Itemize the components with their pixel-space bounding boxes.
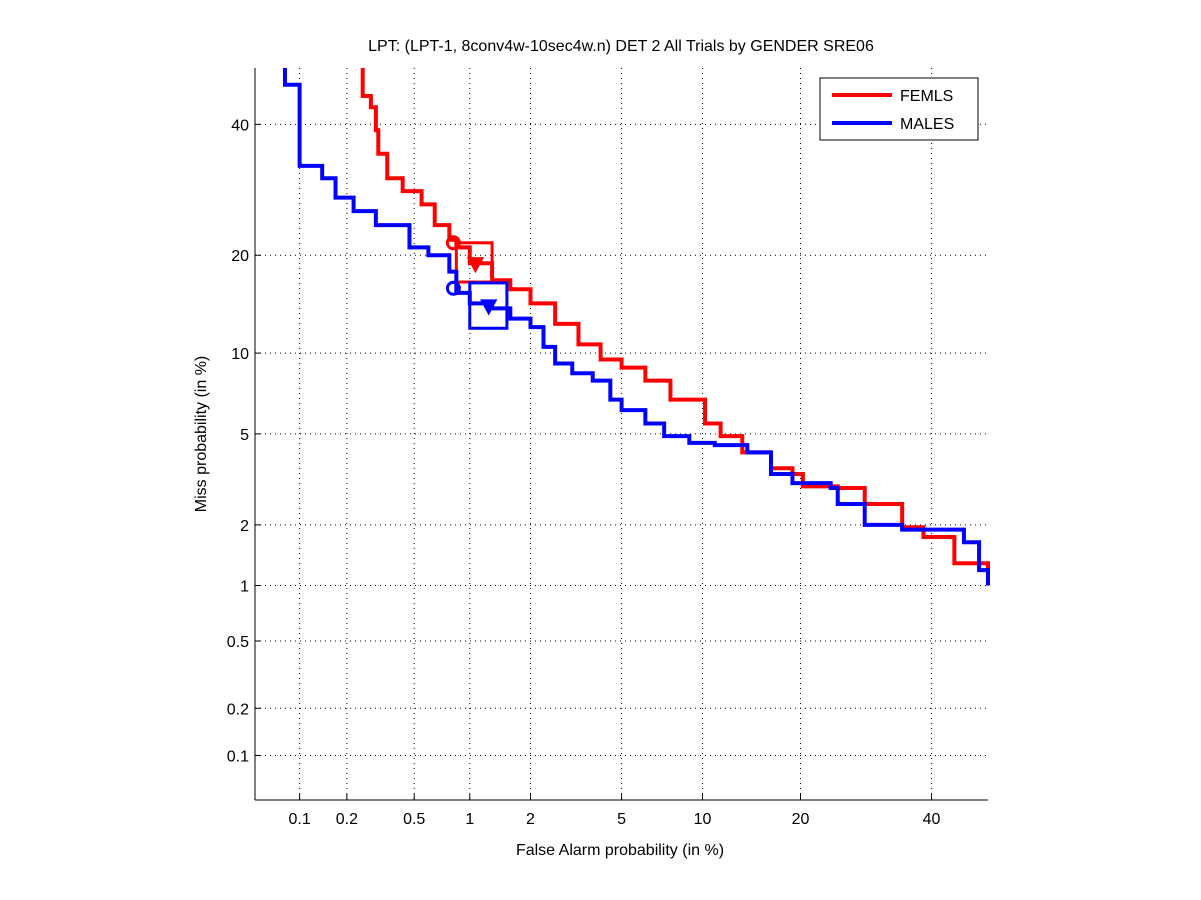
series-line-femls [360, 68, 990, 571]
plot-area [282, 68, 990, 586]
chart-title: LPT: (LPT-1, 8conv4w-10sec4w.n) DET 2 Al… [368, 38, 874, 55]
x-tick-label: 10 [694, 811, 712, 828]
y-tick-label: 0.5 [227, 634, 249, 651]
x-tick-label: 40 [923, 811, 941, 828]
min-dcf-marker-femls [445, 235, 461, 251]
y-tick-label: 40 [231, 117, 249, 134]
y-tick-label: 5 [240, 427, 249, 444]
y-tick-label: 20 [231, 248, 249, 265]
legend-box [819, 77, 979, 141]
y-tick-label: 1 [240, 579, 249, 596]
series-line-males [282, 68, 990, 586]
x-axis-label: False Alarm probability (in %) [516, 842, 724, 859]
y-tick-label: 0.2 [227, 701, 249, 718]
x-tick-label: 0.1 [288, 811, 310, 828]
y-axis-label: Miss probability (in %) [193, 356, 210, 512]
y-tick-label: 2 [240, 518, 249, 535]
y-tick-label: 10 [231, 346, 249, 363]
actual-dcf-marker-males [480, 299, 498, 316]
x-tick-label: 1 [465, 811, 474, 828]
x-tick-label: 2 [526, 811, 535, 828]
confidence-box-males [468, 281, 509, 330]
legend-label-males: MALES [900, 116, 954, 133]
x-tick-label: 0.5 [403, 811, 425, 828]
x-tick-label: 20 [792, 811, 810, 828]
x-tick-label: 5 [617, 811, 626, 828]
axes: 0.1 0.2 0.5 1 2 5 10 20 40 0.1 0.2 0.5 1 2 5 10 20 40 [227, 68, 988, 828]
min-dcf-marker-males [445, 280, 461, 296]
actual-dcf-marker-femls [466, 257, 485, 274]
y-tick-label: 0.1 [227, 748, 249, 765]
legend: FEMLS MALES [819, 77, 979, 141]
grid [255, 68, 988, 800]
x-tick-label: 0.2 [336, 811, 358, 828]
legend-label-femls: FEMLS [900, 88, 953, 105]
